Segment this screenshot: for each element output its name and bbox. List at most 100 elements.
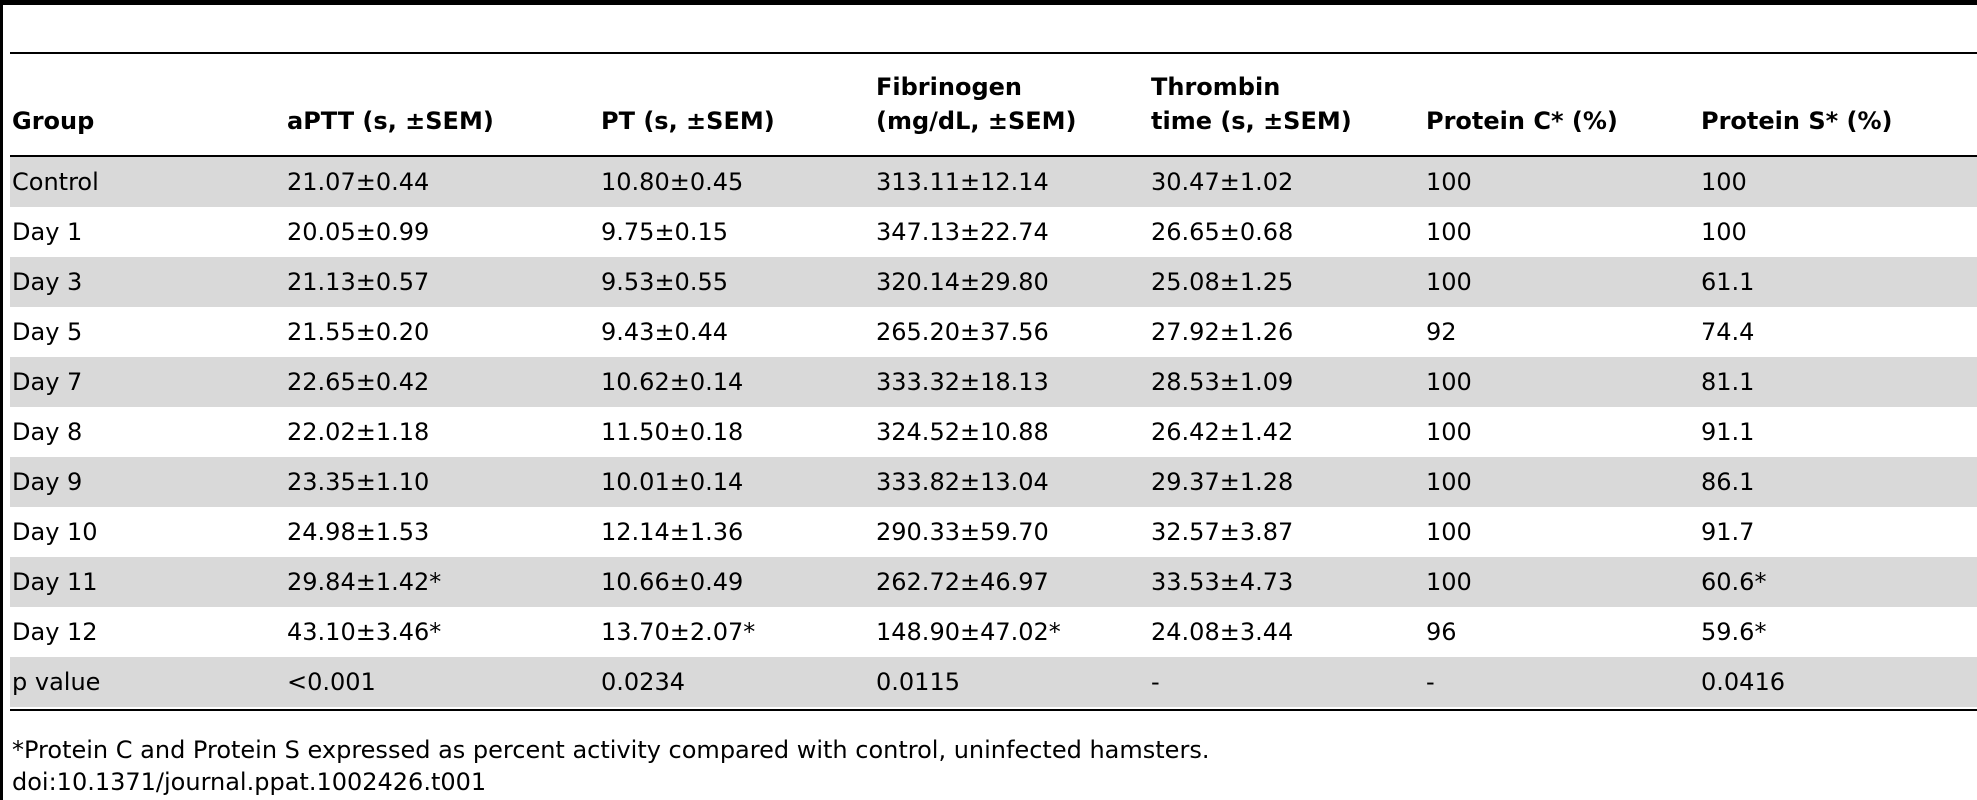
table-cell: 92 <box>1426 318 1457 346</box>
table-row: Day 5 21.55±0.20 9.43±0.44 265.20±37.56 27.9… <box>10 307 1977 357</box>
table-cell: 100 <box>1701 218 1747 246</box>
table-cell: 27.92±1.26 <box>1151 318 1294 346</box>
table-cell: 26.42±1.42 <box>1151 418 1294 446</box>
table-cell: 33.53±4.73 <box>1151 568 1294 596</box>
table-top-border <box>0 0 1977 5</box>
table-cell: 324.52±10.88 <box>876 418 1049 446</box>
table-row: Day 1 20.05±0.99 9.75±0.15 347.13±22.74 26.6… <box>10 207 1977 257</box>
table-cell: 32.57±3.87 <box>1151 518 1294 546</box>
table-cell: - <box>1151 668 1160 696</box>
header-thrombin-line2: time (s, ±SEM) <box>1151 107 1352 135</box>
table-cell: 100 <box>1426 468 1472 496</box>
table-cell: Day 12 <box>12 618 98 646</box>
table-cell: 81.1 <box>1701 368 1755 396</box>
table-cell: 96 <box>1426 618 1457 646</box>
table-cell: 290.33±59.70 <box>876 518 1049 546</box>
table-row: p value <0.001 0.0234 0.0115 - - 0.0416 <box>10 657 1977 707</box>
header-thrombin-line1: Thrombin <box>1151 73 1281 101</box>
table-cell: Day 11 <box>12 568 98 596</box>
table-cell: Day 7 <box>12 368 83 396</box>
header-fibrinogen-line1: Fibrinogen <box>876 73 1022 101</box>
header-fibrinogen-line2: (mg/dL, ±SEM) <box>876 107 1077 135</box>
table-cell: Day 8 <box>12 418 83 446</box>
table-cell: 0.0115 <box>876 668 960 696</box>
table-cell: Day 9 <box>12 468 83 496</box>
table-cell: 91.1 <box>1701 418 1755 446</box>
table-cell: 333.82±13.04 <box>876 468 1049 496</box>
table-cell: 29.84±1.42* <box>287 568 442 596</box>
table-bottom-rule <box>10 709 1977 711</box>
table-cell: Day 3 <box>12 268 83 296</box>
table-cell: 21.07±0.44 <box>287 168 430 196</box>
table-cell: 11.50±0.18 <box>601 418 744 446</box>
table-cell: 262.72±46.97 <box>876 568 1049 596</box>
table-row: Day 3 21.13±0.57 9.53±0.55 320.14±29.80 25.0… <box>10 257 1977 307</box>
table-cell: 100 <box>1426 518 1472 546</box>
table-cell: 9.75±0.15 <box>601 218 728 246</box>
table-cell: 22.02±1.18 <box>287 418 430 446</box>
table-cell: 100 <box>1426 268 1472 296</box>
table-row: Day 11 29.84±1.42* 10.66±0.49 262.72±46.97 3… <box>10 557 1977 607</box>
table-cell: 10.80±0.45 <box>601 168 744 196</box>
header-pt: PT (s, ±SEM) <box>601 107 775 135</box>
table-row: Day 9 23.35±1.10 10.01±0.14 333.82±13.04 29.… <box>10 457 1977 507</box>
table-cell: 43.10±3.46* <box>287 618 442 646</box>
table-cell: Day 1 <box>12 218 83 246</box>
header-aptt: aPTT (s, ±SEM) <box>287 107 494 135</box>
table-cell: 20.05±0.99 <box>287 218 430 246</box>
table-body: Control 21.07±0.44 10.80±0.45 313.11±12.14 3… <box>10 157 1977 707</box>
table-cell: 347.13±22.74 <box>876 218 1049 246</box>
table-footnote: *Protein C and Protein S expressed as pe… <box>12 736 1210 764</box>
header-group: Group <box>12 107 95 135</box>
table-cell: 9.53±0.55 <box>601 268 728 296</box>
table-cell: 9.43±0.44 <box>601 318 728 346</box>
table-cell: 60.6* <box>1701 568 1767 596</box>
table-cell: 61.1 <box>1701 268 1755 296</box>
table-cell: 30.47±1.02 <box>1151 168 1294 196</box>
table-cell: 23.35±1.10 <box>287 468 430 496</box>
table-row: Day 12 43.10±3.46* 13.70±2.07* 148.90±47.02… <box>10 607 1977 657</box>
table-cell: 100 <box>1426 418 1472 446</box>
table-cell: 29.37±1.28 <box>1151 468 1294 496</box>
table-cell: 86.1 <box>1701 468 1755 496</box>
table-cell: 320.14±29.80 <box>876 268 1049 296</box>
table-row: Day 7 22.65±0.42 10.62±0.14 333.32±18.13 28.… <box>10 357 1977 407</box>
table-cell: 333.32±18.13 <box>876 368 1049 396</box>
table-cell: - <box>1426 668 1435 696</box>
table-left-border <box>0 0 3 800</box>
table-cell: p value <box>12 668 101 696</box>
table-cell: 12.14±1.36 <box>601 518 744 546</box>
table-cell: 148.90±47.02* <box>876 618 1061 646</box>
table-cell: Control <box>12 168 99 196</box>
table-cell: 24.08±3.44 <box>1151 618 1294 646</box>
table-cell: <0.001 <box>287 668 376 696</box>
table-cell: 100 <box>1426 368 1472 396</box>
table-cell: 21.13±0.57 <box>287 268 430 296</box>
table-cell: 22.65±0.42 <box>287 368 430 396</box>
table-cell: 25.08±1.25 <box>1151 268 1294 296</box>
table-cell: 10.66±0.49 <box>601 568 744 596</box>
table-row: Day 8 22.02±1.18 11.50±0.18 324.52±10.88 26.… <box>10 407 1977 457</box>
table-cell: 91.7 <box>1701 518 1755 546</box>
table-cell: 26.65±0.68 <box>1151 218 1294 246</box>
doi-text: doi:10.1371/journal.ppat.1002426.t001 <box>12 768 487 796</box>
header-bottom-rule <box>10 155 1977 157</box>
header-top-rule <box>10 52 1977 54</box>
table-cell: 74.4 <box>1701 318 1755 346</box>
header-protein-c: Protein C* (%) <box>1426 107 1618 135</box>
table-cell: Day 10 <box>12 518 98 546</box>
table-cell: 10.01±0.14 <box>601 468 744 496</box>
table-cell: 24.98±1.53 <box>287 518 430 546</box>
table-cell: 13.70±2.07* <box>601 618 756 646</box>
table-cell: 59.6* <box>1701 618 1767 646</box>
table-cell: 100 <box>1426 168 1472 196</box>
table-cell: 0.0416 <box>1701 668 1785 696</box>
table-cell: 10.62±0.14 <box>601 368 744 396</box>
table-cell: 21.55±0.20 <box>287 318 430 346</box>
table-cell: Day 5 <box>12 318 83 346</box>
table-cell: 100 <box>1701 168 1747 196</box>
header-protein-s: Protein S* (%) <box>1701 107 1893 135</box>
table-row: Control 21.07±0.44 10.80±0.45 313.11±12.14 3… <box>10 157 1977 207</box>
table-cell: 100 <box>1426 568 1472 596</box>
table-cell: 265.20±37.56 <box>876 318 1049 346</box>
